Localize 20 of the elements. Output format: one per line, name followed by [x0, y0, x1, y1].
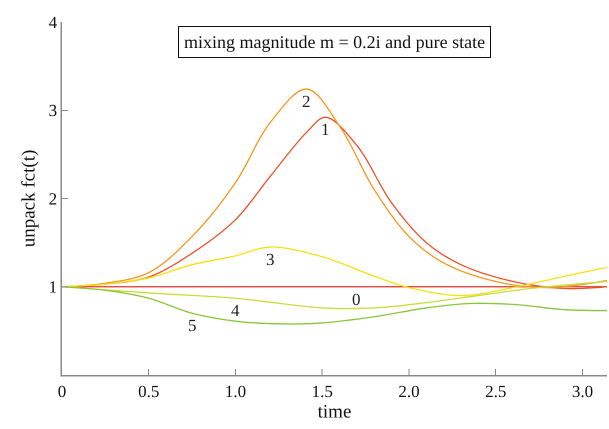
x-tick-label: 0.5 — [138, 382, 160, 401]
x-axis-title: time — [318, 401, 352, 422]
x-tick-label: 1.5 — [312, 382, 333, 401]
x-tick-label: 0 — [58, 382, 66, 401]
x-tick-label: 2.0 — [398, 382, 420, 401]
x-tick-label: 1.0 — [224, 382, 246, 401]
y-tick-label: 1 — [48, 278, 58, 297]
y-tick-label: 4 — [48, 12, 58, 32]
annotation: 0 — [352, 290, 360, 309]
annotation: 5 — [188, 316, 196, 335]
annotation: 3 — [266, 250, 274, 269]
annotation: 1 — [321, 120, 330, 139]
annotation: 4 — [231, 301, 240, 320]
y-axis-title: unpack fct(t) — [18, 150, 40, 248]
y-tick-label: 3 — [48, 101, 58, 120]
x-tick-label: 2.5 — [485, 382, 506, 401]
text: mixing magnitude m = 0.2i and pure state — [184, 32, 486, 52]
y-tick-label: 2 — [48, 189, 58, 208]
x-tick-label: 3.0 — [572, 382, 594, 401]
annotation: 2 — [302, 92, 310, 111]
